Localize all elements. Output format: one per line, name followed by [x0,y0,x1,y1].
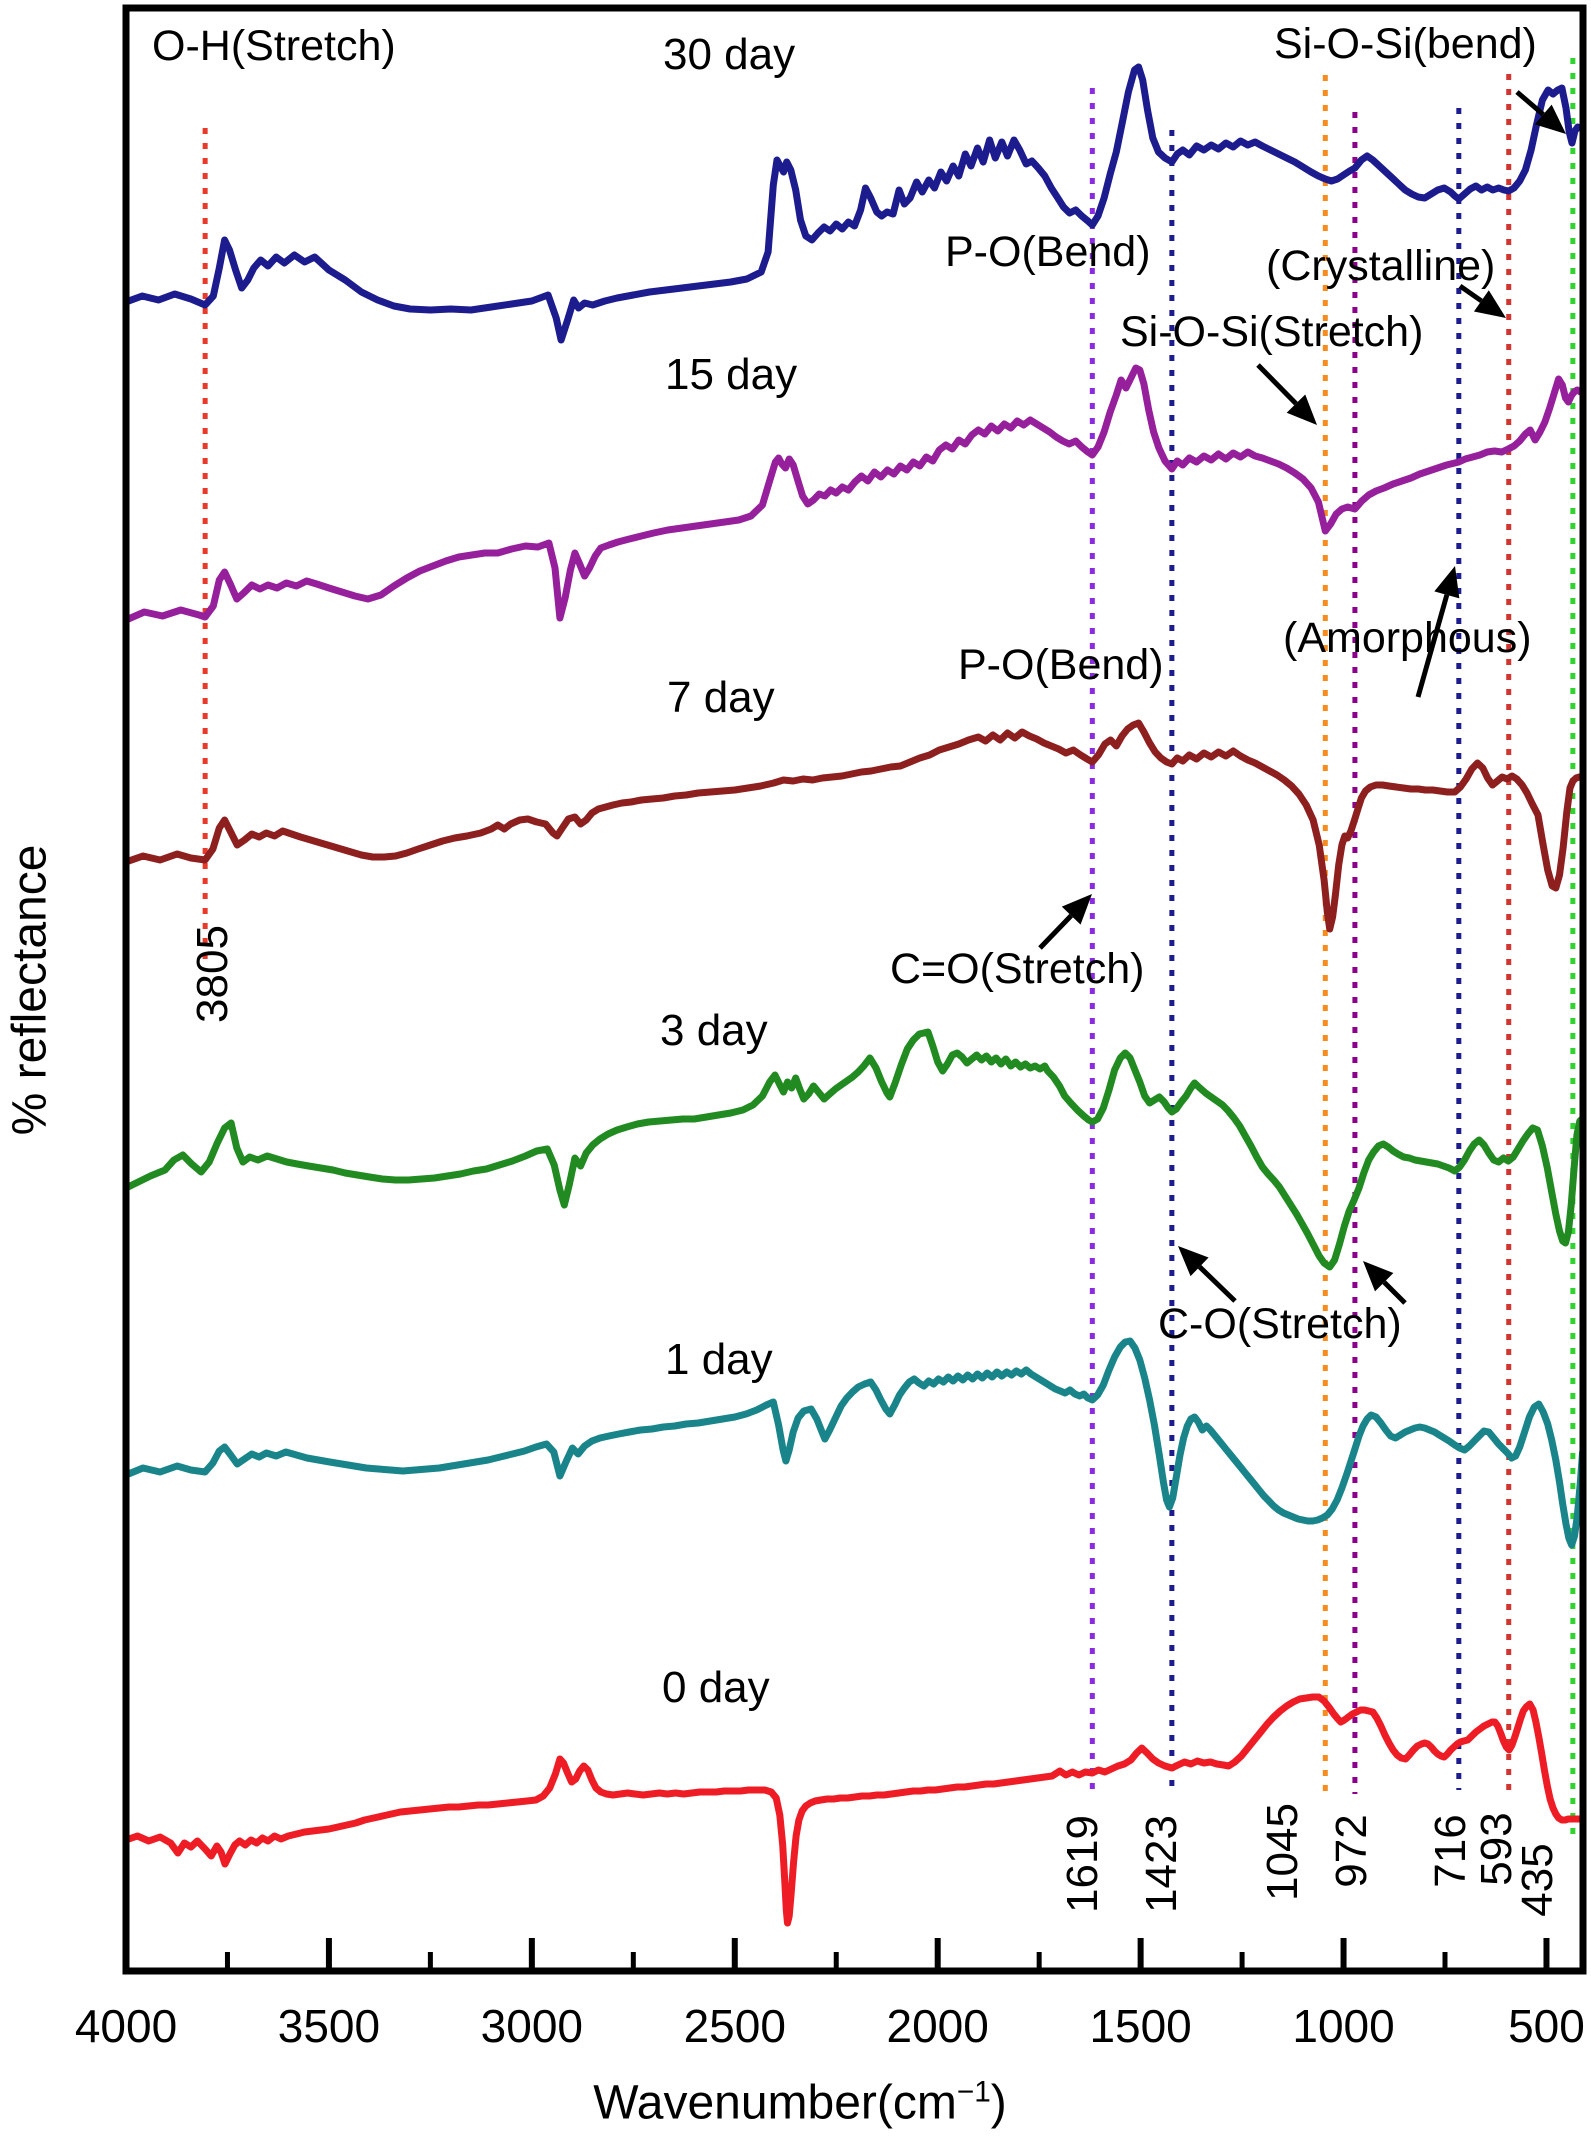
annotation-crystalline: (Crystalline) [1266,242,1496,290]
spectrum-curve-15-day [122,364,1587,624]
c-o-right-arrow-head [1363,1261,1394,1292]
x-axis-label-close: ) [990,2076,1007,2130]
y-axis-label: % reflectance [3,844,57,1136]
si-o-si-bend-arrow-head [1534,104,1566,134]
spectrum-curve-3-day [122,1028,1587,1271]
si-o-si-stretch-arrow [1256,363,1298,406]
annotation-c-double-o-stretch: C=O(Stretch) [890,945,1145,993]
c-double-o-arrow [1038,913,1073,950]
spectrum-curve-30-day [122,63,1587,344]
spectrum-curve-1-day [122,1337,1587,1549]
x-axis-label-sup: −1 [956,2075,991,2109]
x-axis-label-base: Wavenumber(cm [593,2076,957,2130]
curve-label-30-day: 30 day [663,30,796,79]
x-tick-label-1000: 1000 [1292,2000,1395,2052]
amorphous-arrow-head [1434,566,1460,599]
curve-label-3-day: 3 day [660,1006,768,1055]
x-tick-label-1500: 1500 [1089,2000,1192,2052]
x-tick-label-2000: 2000 [886,2000,989,2052]
x-tick-label-3500: 3500 [277,2000,381,2052]
curve-label-7-day: 7 day [667,673,775,722]
annotation-oh-stretch: O-H(Stretch) [152,22,396,70]
si-o-si-stretch-arrow-head [1286,394,1317,425]
c-o-left-arrow-head [1178,1246,1209,1277]
x-axis-label: Wavenumber(cm−1) [593,2076,1007,2131]
curve-label-15-day: 15 day [665,350,798,399]
x-tick-label-3000: 3000 [480,2000,584,2052]
amorphous-arrow [1415,594,1450,698]
peak-wavenumber-label-3805: 3805 [188,925,237,1023]
curve-label-1-day: 1 day [665,1335,773,1384]
plot-border [122,4,1587,1975]
si-o-si-bend-arrow [1515,90,1545,117]
crystalline-arrow [1458,283,1483,303]
c-double-o-arrow-head [1061,894,1092,925]
x-tick-label-4000: 4000 [74,2000,178,2052]
annotation-si-o-si-bend: Si-O-Si(bend) [1274,20,1537,68]
annotation-amorphous: (Amorphous) [1283,614,1532,662]
peak-wavenumber-label-716: 716 [1426,1814,1475,1888]
annotation-p-o-bend-top: P-O(Bend) [945,228,1151,276]
peak-wavenumber-label-1423: 1423 [1137,1815,1186,1913]
spectrum-curve-7-day [122,719,1587,933]
peak-wavenumber-label-1045: 1045 [1258,1803,1307,1901]
c-o-right-arrow [1382,1280,1407,1305]
x-tick-label-2500: 2500 [683,2000,786,2052]
peak-wavenumber-label-435: 435 [1513,1843,1562,1917]
annotation-p-o-bend-mid: P-O(Bend) [958,641,1164,689]
x-tick-label-500: 500 [1508,2000,1585,2052]
crystalline-arrow-head [1473,290,1506,318]
peak-wavenumber-label-1619: 1619 [1058,1815,1107,1913]
curve-label-0-day: 0 day [662,1663,770,1712]
peak-wavenumber-label-972: 972 [1327,1814,1376,1888]
annotation-c-o-stretch: C-O(Stretch) [1158,1300,1402,1348]
c-o-left-arrow [1197,1265,1237,1303]
annotation-si-o-si-stretch: Si-O-Si(Stretch) [1120,308,1424,356]
spectrum-curve-0-day [122,1693,1587,1927]
